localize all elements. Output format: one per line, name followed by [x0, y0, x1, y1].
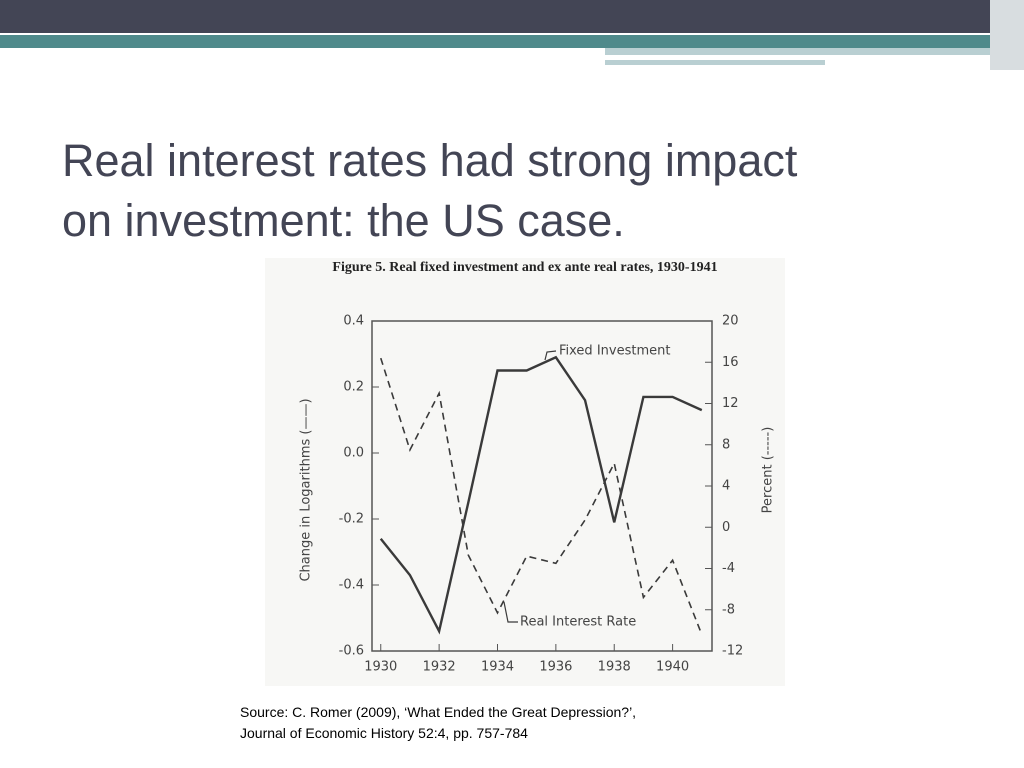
figure-background: [265, 258, 785, 686]
slide-title: Real interest rates had strong impact: [62, 135, 798, 186]
header-stripe: [0, 35, 1024, 48]
y-tick-label: -0.4: [339, 578, 364, 593]
series-annotation: Real Interest Rate: [520, 615, 636, 630]
annotation-leader: [503, 601, 518, 623]
x-tick-label: 1938: [598, 660, 631, 675]
y2-axis-label: Percent (-----): [761, 427, 776, 514]
y2-tick-label: 8: [722, 437, 730, 452]
x-tick-label: 1940: [656, 660, 689, 675]
source-text: Journal of Economic History 52:4, pp. 75…: [240, 725, 528, 741]
y-axis-label: Change in Logarithms (——): [299, 398, 314, 581]
figure-title: Figure 5. Real fixed investment and ex a…: [332, 260, 717, 275]
x-tick-label: 1930: [364, 660, 397, 675]
annotation-leader: [544, 350, 557, 361]
y-tick-label: -0.2: [339, 512, 364, 527]
header-stripe: [605, 48, 1005, 55]
y2-tick-label: 16: [722, 355, 739, 370]
series-line: [379, 355, 703, 635]
x-tick-label: 1936: [539, 660, 572, 675]
header-stripe: [605, 60, 825, 65]
y2-tick-label: -8: [722, 602, 735, 617]
y2-tick-label: 4: [722, 479, 730, 494]
x-tick-label: 1934: [481, 660, 514, 675]
slide-title: on investment: the US case.: [62, 195, 625, 246]
source-text: Source: C. Romer (2009), ‘What Ended the…: [240, 704, 636, 720]
series-annotation: Fixed Investment: [559, 344, 670, 359]
y2-tick-label: 12: [722, 396, 739, 411]
y-tick-label: -0.6: [339, 644, 364, 659]
y2-tick-label: -12: [722, 644, 743, 659]
y2-tick-label: -4: [722, 561, 735, 576]
header-band: [0, 0, 1024, 33]
header-corner: [990, 0, 1024, 70]
y-tick-label: 0.2: [343, 380, 364, 395]
y-tick-label: 0.0: [343, 446, 364, 461]
x-tick-label: 1932: [423, 660, 456, 675]
y2-tick-label: 0: [722, 520, 730, 535]
series-line: [379, 357, 703, 635]
y-tick-label: 0.4: [343, 314, 364, 329]
y2-tick-label: 20: [722, 314, 739, 329]
